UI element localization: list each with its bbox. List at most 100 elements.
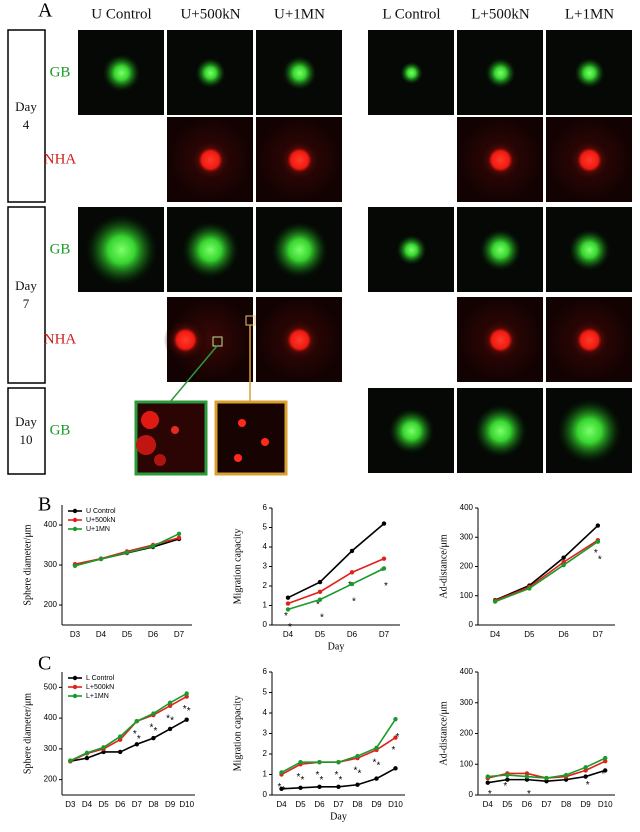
cell — [154, 454, 166, 466]
significance: * — [598, 554, 602, 565]
nha-sphere — [567, 318, 612, 362]
column-header: L Control — [382, 6, 440, 22]
nha-sphere — [567, 138, 612, 182]
gb-sphere — [484, 57, 517, 89]
y-tick-label: 0 — [263, 790, 268, 799]
point — [355, 782, 360, 787]
x-tick-label: D5 — [524, 630, 535, 639]
chart: 200 300 400 D3 D4 D5 D6 D7 Sphere diameter/μm U C… — [22, 505, 192, 639]
point — [184, 691, 189, 696]
gb-sphere — [180, 220, 241, 280]
chart: 200 300 400 500 D3 D4 D5 D6 D7 D8 D9 D10 Sphere diam… — [22, 672, 195, 809]
gb-sphere — [395, 234, 428, 266]
y-tick-label: 1 — [263, 601, 268, 610]
point — [485, 780, 490, 785]
point — [150, 544, 156, 549]
x-tick-label: D7 — [379, 630, 390, 639]
point — [117, 734, 123, 739]
point — [285, 595, 291, 600]
series-line — [494, 539, 599, 602]
y-tick-label: 0 — [469, 790, 474, 799]
channel-label: GB — [50, 64, 71, 80]
significance: * — [488, 789, 492, 800]
significance: * — [153, 726, 157, 737]
significance: * — [594, 548, 598, 559]
x-tick-label: D8 — [561, 800, 572, 809]
gb-sphere — [478, 228, 523, 272]
legend-marker — [72, 684, 78, 690]
point — [336, 784, 341, 789]
chart: 0 100 200 300 400 D4 D5 D6 D7 D8 D9 D10 Ad-distance/… — [438, 667, 615, 809]
x-tick-label: D5 — [502, 800, 513, 809]
legend-marker — [72, 517, 78, 523]
significance: * — [183, 704, 187, 715]
point — [84, 750, 90, 756]
point — [561, 562, 566, 568]
gb-sphere — [281, 55, 318, 91]
day-label: Day — [15, 414, 37, 429]
y-tick-label: 3 — [263, 729, 268, 738]
x-tick-label: D10 — [179, 800, 194, 809]
point — [603, 755, 608, 761]
x-tick-label: D5 — [122, 630, 133, 639]
point — [117, 737, 123, 742]
x-tick-label: D7 — [333, 800, 344, 809]
x-tick-label: D6 — [115, 800, 126, 809]
significance: * — [373, 758, 377, 769]
point — [117, 749, 123, 755]
significance: * — [187, 706, 191, 717]
legend-label: U Control — [86, 508, 116, 515]
channel-label: NHA — [44, 331, 77, 347]
y-tick-label: 200 — [44, 600, 58, 609]
point — [317, 784, 322, 789]
significance: * — [396, 732, 400, 743]
point — [279, 786, 284, 792]
channel-label: NHA — [44, 151, 77, 167]
point — [98, 556, 104, 562]
x-tick-label: D4 — [490, 630, 501, 639]
nha-sphere — [163, 318, 208, 362]
point — [595, 539, 601, 544]
panel-label: C — [38, 653, 51, 675]
y-tick-label: 4 — [263, 708, 268, 717]
y-tick-label: 300 — [460, 698, 474, 707]
cell — [238, 419, 246, 427]
y-tick-label: 0 — [263, 620, 268, 629]
point — [349, 570, 355, 575]
x-tick-label: D9 — [581, 800, 592, 809]
point — [167, 703, 173, 709]
point — [72, 563, 78, 568]
cell — [234, 454, 242, 462]
column-header: U+1MN — [274, 6, 325, 22]
panel-a: U Control U+500kN U+1MN L Control L+500kN L+1… — [7, 6, 632, 475]
series-line — [287, 522, 385, 599]
point — [176, 531, 182, 536]
point — [317, 760, 322, 765]
significance: * — [377, 760, 381, 771]
legend-marker — [72, 508, 78, 514]
point — [176, 535, 182, 540]
point — [393, 735, 398, 740]
significance: * — [320, 775, 324, 786]
y-tick-label: 3 — [263, 562, 268, 571]
significance: * — [301, 775, 305, 786]
point — [563, 772, 569, 778]
significance: * — [384, 581, 388, 592]
point — [524, 771, 530, 776]
point — [393, 766, 398, 771]
y-tick-label: 4 — [263, 542, 268, 551]
legend-label: L+1MN — [86, 693, 109, 700]
y-tick-label: 200 — [460, 562, 474, 571]
y-tick-label: 2 — [263, 749, 268, 758]
column-header: U Control — [91, 6, 151, 22]
panel-label: B — [38, 494, 51, 516]
day-box — [7, 29, 46, 203]
significance: * — [503, 781, 507, 792]
x-tick-label: D9 — [165, 800, 176, 809]
series-line — [70, 718, 188, 762]
cell — [171, 426, 179, 434]
x-tick-label: D4 — [96, 630, 107, 639]
significance: * — [166, 713, 170, 724]
x-tick-label: D7 — [132, 800, 143, 809]
